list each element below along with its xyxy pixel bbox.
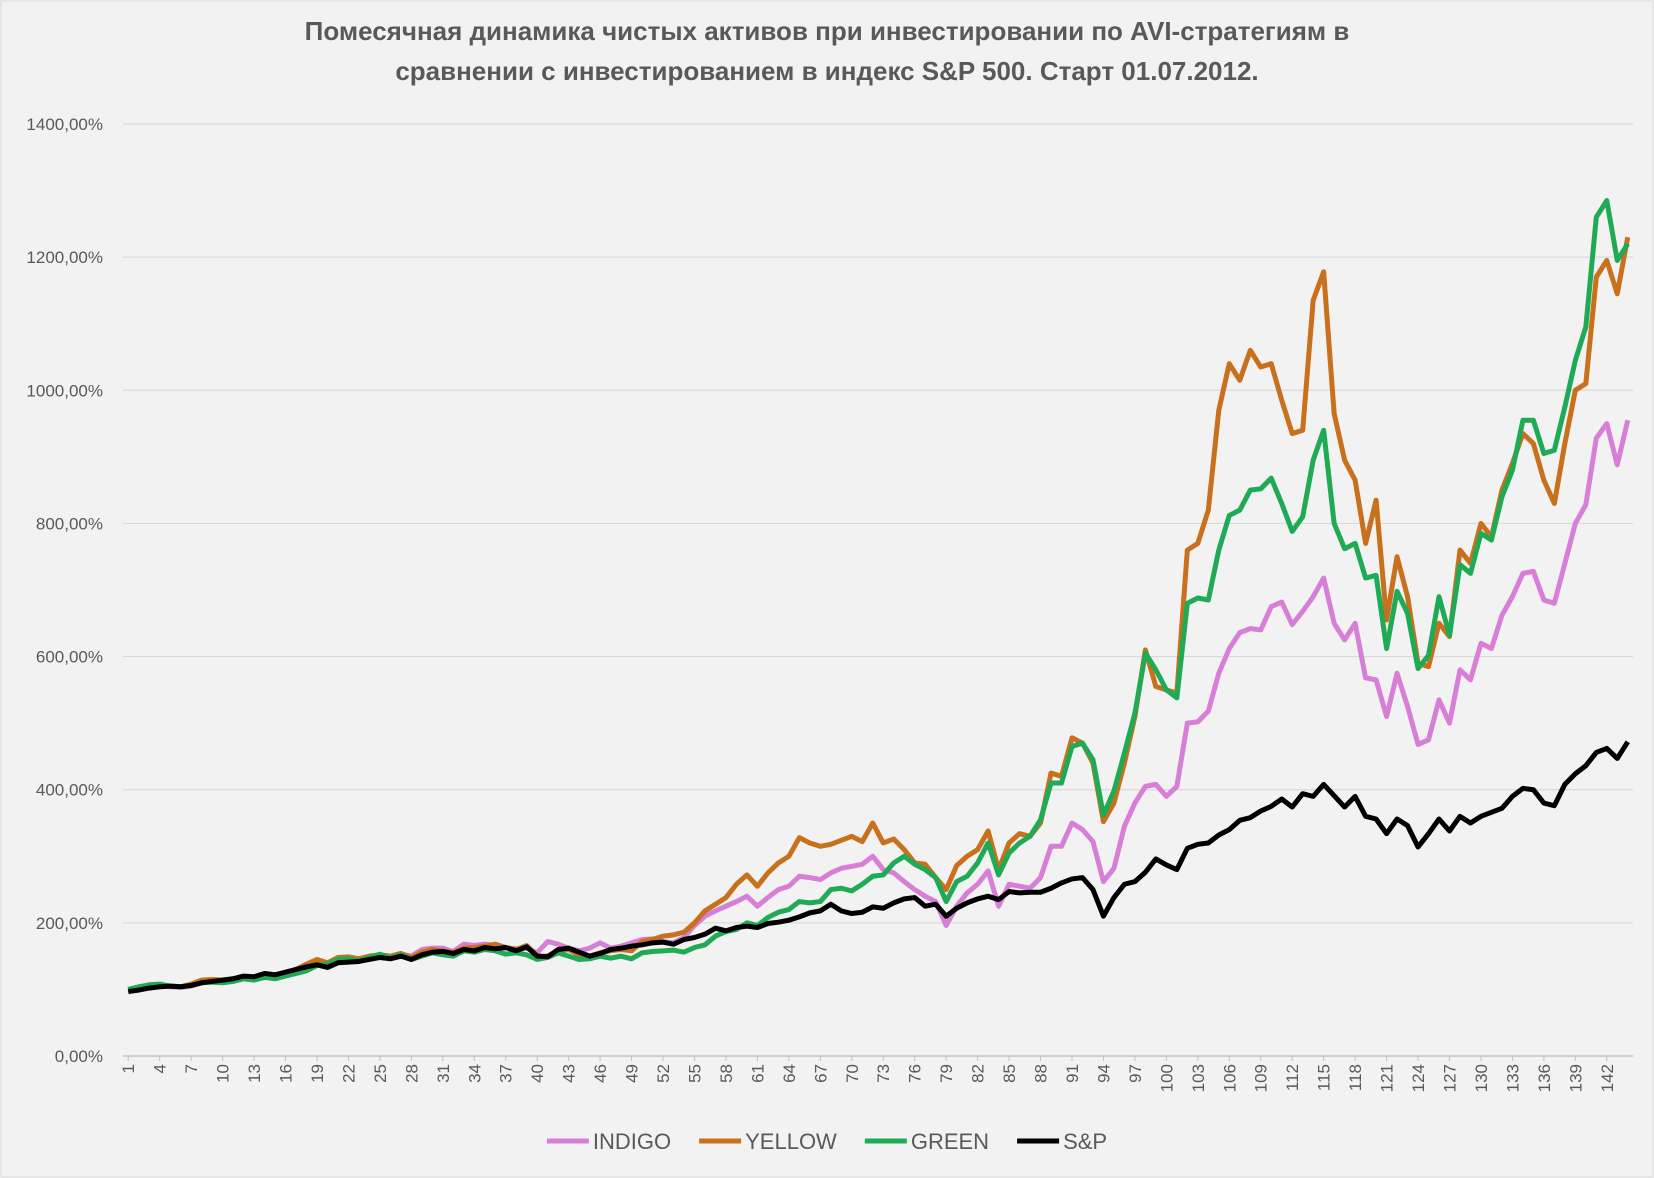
x-tick-label: 142 <box>1598 1064 1617 1092</box>
x-tick-label: 28 <box>402 1064 421 1083</box>
legend-label: S&P <box>1063 1129 1107 1154</box>
series-line <box>127 740 1630 994</box>
x-tick-label: 85 <box>1000 1064 1019 1083</box>
x-tick-label: 76 <box>906 1064 925 1083</box>
chart-title: Помесячная динамика чистых активов при и… <box>305 16 1350 46</box>
x-tick-label: 1 <box>119 1064 138 1073</box>
x-tick-label: 34 <box>465 1064 484 1083</box>
x-tick-label: 130 <box>1472 1064 1491 1092</box>
x-tick-label: 19 <box>308 1064 327 1083</box>
x-tick-label: 67 <box>811 1064 830 1083</box>
legend-label: GREEN <box>911 1129 989 1154</box>
x-tick-label: 136 <box>1535 1064 1554 1092</box>
x-tick-label: 79 <box>937 1064 956 1083</box>
y-tick-label: 0,00% <box>55 1047 103 1066</box>
x-tick-label: 118 <box>1346 1064 1365 1091</box>
y-tick-label: 1400,00% <box>26 115 103 134</box>
x-tick-label: 88 <box>1032 1064 1051 1083</box>
x-tick-label: 4 <box>151 1064 170 1073</box>
y-tick-label: 1000,00% <box>26 381 103 400</box>
x-tick-label: 106 <box>1220 1064 1239 1092</box>
x-tick-label: 112 <box>1283 1064 1302 1091</box>
legend-label: YELLOW <box>745 1129 837 1154</box>
x-tick-label: 139 <box>1566 1064 1585 1092</box>
x-tick-label: 40 <box>528 1064 547 1083</box>
x-tick-label: 13 <box>245 1064 264 1083</box>
x-tick-label: 64 <box>780 1064 799 1083</box>
series-line <box>127 198 1630 992</box>
x-tick-label: 73 <box>874 1064 893 1083</box>
x-tick-label: 121 <box>1378 1064 1397 1092</box>
x-tick-label: 109 <box>1252 1064 1271 1092</box>
y-tick-label: 200,00% <box>36 914 103 933</box>
x-tick-label: 46 <box>591 1064 610 1083</box>
legend-label: INDIGO <box>593 1129 671 1154</box>
y-tick-label: 800,00% <box>36 514 103 533</box>
chart-title: сравнении с инвестированием в индекс S&P… <box>395 56 1258 86</box>
y-tick-label: 600,00% <box>36 648 103 667</box>
x-tick-label: 103 <box>1189 1064 1208 1092</box>
x-tick-label: 43 <box>560 1064 579 1083</box>
x-tick-label: 58 <box>717 1064 736 1083</box>
x-tick-label: 7 <box>182 1064 201 1073</box>
x-tick-label: 94 <box>1094 1064 1113 1083</box>
x-tick-label: 55 <box>685 1064 704 1083</box>
x-tick-label: 22 <box>339 1064 358 1083</box>
x-tick-label: 97 <box>1126 1064 1145 1083</box>
x-tick-label: 115 <box>1315 1064 1334 1091</box>
x-tick-label: 52 <box>654 1064 673 1083</box>
x-tick-label: 127 <box>1440 1064 1459 1092</box>
x-tick-label: 37 <box>497 1064 516 1083</box>
y-tick-label: 400,00% <box>36 781 103 800</box>
x-tick-label: 133 <box>1503 1064 1522 1092</box>
x-tick-label: 16 <box>277 1064 296 1083</box>
x-tick-label: 31 <box>434 1064 453 1083</box>
y-tick-label: 1200,00% <box>26 248 103 267</box>
x-tick-label: 100 <box>1157 1064 1176 1092</box>
x-tick-label: 70 <box>843 1064 862 1083</box>
x-tick-label: 49 <box>623 1064 642 1083</box>
x-tick-label: 61 <box>748 1064 767 1083</box>
x-tick-label: 25 <box>371 1064 390 1083</box>
x-tick-label: 124 <box>1409 1064 1428 1092</box>
x-tick-label: 82 <box>969 1064 988 1083</box>
x-tick-label: 91 <box>1063 1064 1082 1083</box>
x-tick-label: 10 <box>214 1064 233 1083</box>
